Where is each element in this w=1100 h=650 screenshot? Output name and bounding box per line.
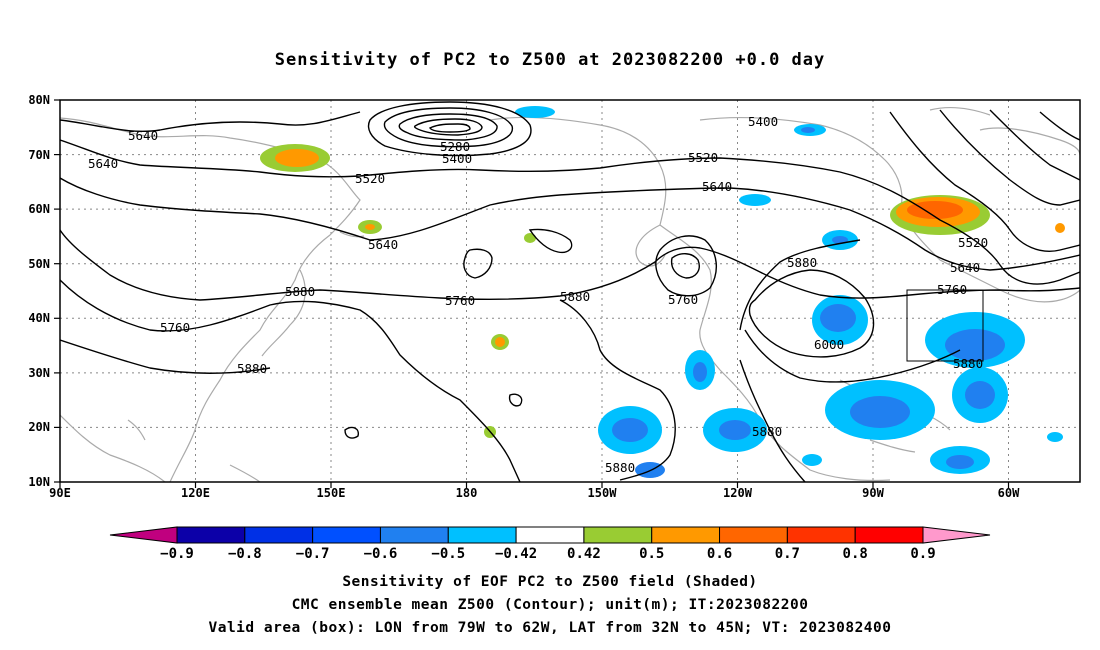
lat-label: 70N xyxy=(28,148,50,162)
lon-label: 120W xyxy=(723,486,753,500)
contour-label: 5880 xyxy=(605,460,635,475)
colorbar-label: 0.42 xyxy=(567,546,601,562)
footer-line-1: Sensitivity of EOF PC2 to Z500 field (Sh… xyxy=(342,574,758,590)
colorbar: −0.9 −0.8 −0.7 −0.6 −0.5 −0.42 0.42 0.5 0.6 0.7 0.… xyxy=(109,526,991,562)
contour-label: 5760 xyxy=(668,292,698,307)
colorbar-label: 0.9 xyxy=(910,546,935,562)
contour-label: 5880 xyxy=(953,356,983,371)
lat-label: 20N xyxy=(28,420,50,434)
colorbar-segment xyxy=(719,526,788,544)
contour-label: 5520 xyxy=(355,171,385,186)
contour-label: 5400 xyxy=(748,114,778,129)
map-frame xyxy=(59,99,1081,483)
colorbar-label: 0.5 xyxy=(639,546,664,562)
contour-label: 5280 xyxy=(440,139,470,154)
z500-contours xyxy=(60,101,1080,482)
contour-label: 5520 xyxy=(958,235,988,250)
longitude-labels: 90E 120E 150E 180 150W 120W 90W 60W xyxy=(49,486,1020,500)
colorbar-label: −0.6 xyxy=(364,546,398,562)
contour-label: 5760 xyxy=(937,282,967,297)
contour-label: 5880 xyxy=(560,289,590,304)
contour-label: 5400 xyxy=(442,151,472,166)
lon-label: 120E xyxy=(181,486,210,500)
latitude-labels: 80N 70N 60N 50N 40N 30N 20N 10N xyxy=(28,93,50,489)
contour-label: 5880 xyxy=(285,284,315,299)
lon-label: 90W xyxy=(862,486,884,500)
lat-label: 10N xyxy=(28,475,50,489)
contour-label: 5760 xyxy=(445,293,475,308)
colorbar-segment xyxy=(583,526,653,544)
contour-label: 5640 xyxy=(128,128,158,143)
colorbar-label: −0.9 xyxy=(160,546,194,562)
colorbar-label: 0.7 xyxy=(775,546,800,562)
lat-label: 60N xyxy=(28,202,50,216)
contour-label: 5640 xyxy=(88,156,118,171)
contour-label: 6000 xyxy=(814,337,844,352)
colorbar-segment xyxy=(244,526,314,544)
colorbar-label: −0.7 xyxy=(296,546,330,562)
contour-label: 5760 xyxy=(160,320,190,335)
contour-label: 5640 xyxy=(702,179,732,194)
lat-label: 40N xyxy=(28,311,50,325)
contour-labels: 5640 5640 5400 5280 5520 5520 5640 5640 … xyxy=(88,114,988,475)
lon-label: 150W xyxy=(588,486,618,500)
colorbar-segment xyxy=(651,526,721,544)
lat-label: 50N xyxy=(28,257,50,271)
footer-line-2: CMC ensemble mean Z500 (Contour); unit(m… xyxy=(291,597,809,613)
valid-area-box xyxy=(906,289,984,362)
colorbar-label: −0.42 xyxy=(495,546,537,562)
colorbar-min-arrow xyxy=(109,526,178,544)
lat-label: 80N xyxy=(28,93,50,107)
chart-title: Sensitivity of PC2 to Z500 at 2023082200… xyxy=(274,50,826,70)
colorbar-label: −0.5 xyxy=(431,546,465,562)
colorbar-segment xyxy=(786,526,856,544)
contour-label: 5880 xyxy=(237,361,267,376)
colorbar-segment xyxy=(176,526,246,544)
lon-label: 60W xyxy=(998,486,1020,500)
colorbar-label: −0.8 xyxy=(228,546,262,562)
lon-label: 180 xyxy=(456,486,478,500)
contour-label: 5880 xyxy=(787,255,817,270)
colorbar-segment xyxy=(312,526,381,544)
colorbar-segment xyxy=(379,526,449,544)
colorbar-segment xyxy=(515,526,585,544)
colorbar-segment xyxy=(447,526,517,544)
lon-label: 90E xyxy=(49,486,71,500)
tick-marks xyxy=(54,99,1010,488)
shaded-sensitivity xyxy=(260,106,1065,478)
contour-label: 5640 xyxy=(950,260,980,275)
colorbar-label: 0.8 xyxy=(843,546,868,562)
contour-label: 5520 xyxy=(688,150,718,165)
footer-line-3: Valid area (box): LON from 79W to 62W, L… xyxy=(208,620,892,636)
lat-label: 30N xyxy=(28,366,50,380)
colorbar-segment xyxy=(854,526,924,544)
contour-label: 5880 xyxy=(752,424,782,439)
colorbar-max-arrow xyxy=(922,526,991,544)
lon-label: 150E xyxy=(317,486,346,500)
colorbar-label: 0.6 xyxy=(707,546,732,562)
contour-label: 5640 xyxy=(368,237,398,252)
